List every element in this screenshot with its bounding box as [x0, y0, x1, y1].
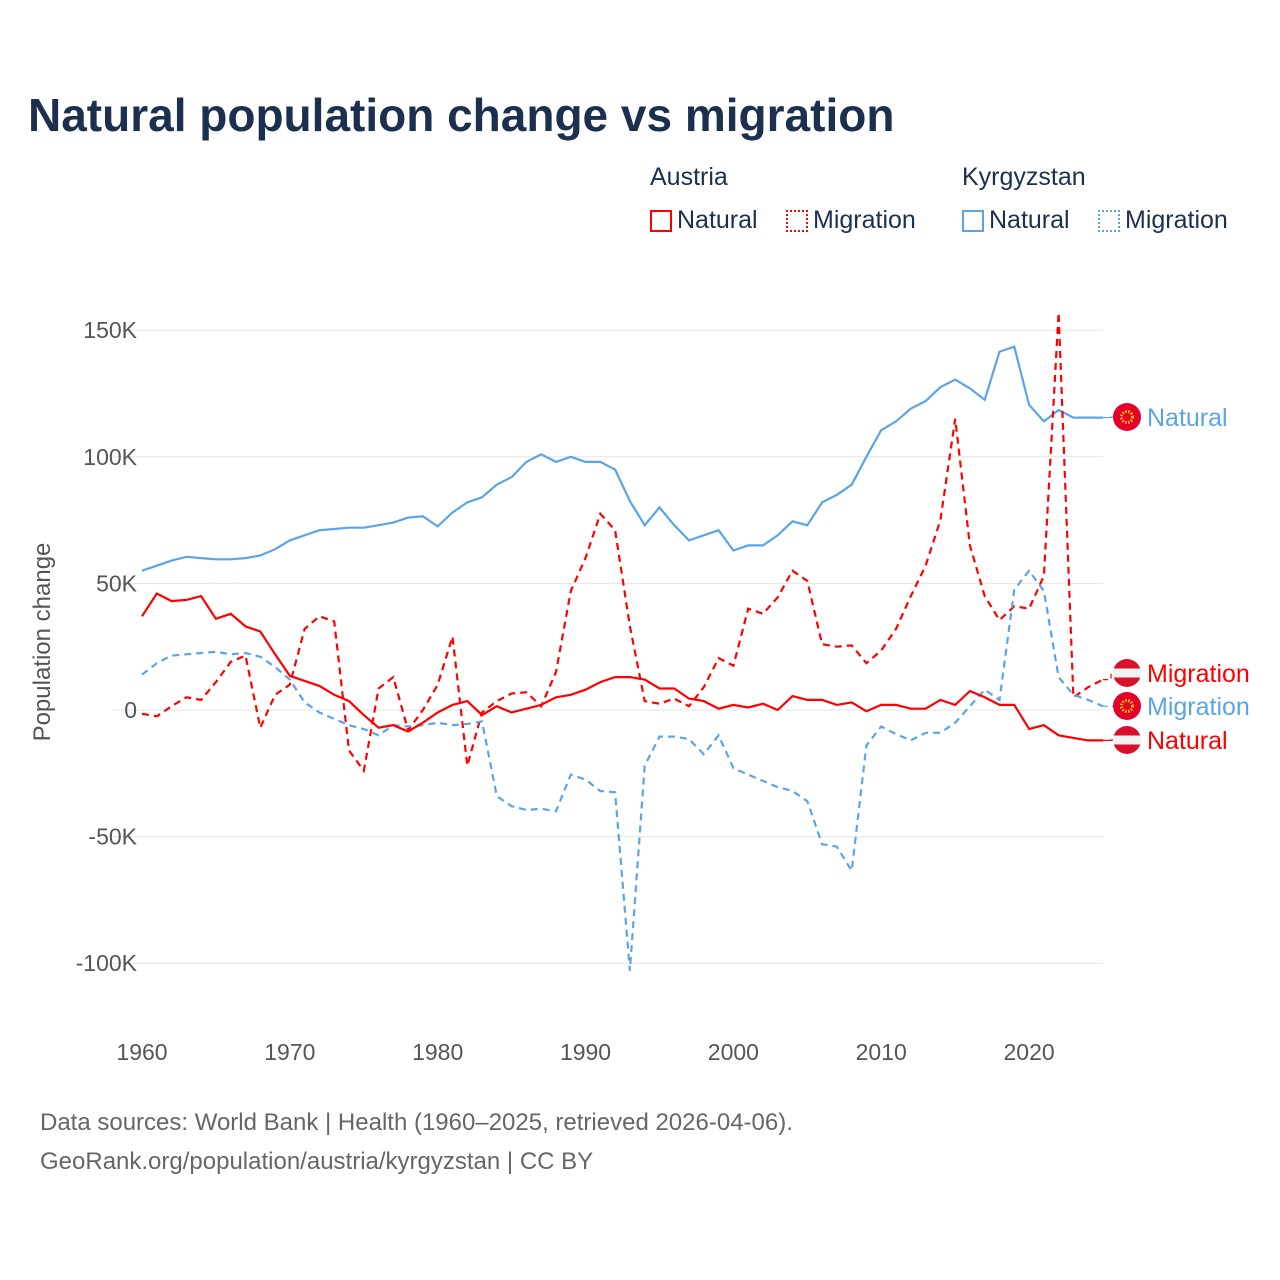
- label-connector: [1103, 672, 1114, 681]
- austria-flag-stripe: [1113, 735, 1141, 745]
- y-tick-label: 50K: [96, 570, 138, 596]
- series-end-label: Migration: [1147, 660, 1250, 688]
- y-tick-label: 150K: [83, 317, 137, 343]
- series-line-kyrgyzstan-migration: [141, 568, 1104, 971]
- y-tick-label: 0: [124, 697, 137, 723]
- kyrgyzstan-flag-icon: [1113, 692, 1141, 720]
- label-connector: [1103, 416, 1114, 419]
- plot-area: Population change 150K 100K 50K 0 -50K -100K 1…: [29, 312, 1250, 1065]
- kyrgyzstan-flag-icon: [1113, 403, 1141, 431]
- legend-label: Natural: [677, 206, 758, 234]
- x-tick-label: 1970: [264, 1039, 315, 1065]
- x-tick-label: 2020: [1003, 1039, 1054, 1065]
- footer-link[interactable]: GeoRank.org/population/austria/kyrgyzsta…: [40, 1148, 594, 1175]
- series-line-kyrgyzstan-natural: [141, 345, 1103, 572]
- y-tick-label: -50K: [88, 824, 137, 850]
- footer-source: Data sources: World Bank | Health (1960–…: [40, 1109, 793, 1136]
- y-tick-label: -100K: [76, 950, 138, 976]
- series-end-label: Migration: [1147, 693, 1250, 721]
- kyrgyzstan-flag-sun: [1120, 410, 1134, 424]
- y-tick-label: 100K: [83, 444, 137, 470]
- legend-kyrgyzstan-natural[interactable]: Natural: [962, 206, 1070, 235]
- series-line-austria-natural: [141, 592, 1103, 742]
- legend-kyrgyzstan-migration[interactable]: Migration: [1098, 206, 1228, 235]
- x-tick-label: 2000: [708, 1039, 759, 1065]
- legend-austria-natural[interactable]: Natural: [650, 206, 758, 235]
- legend-swatch-solid: [650, 209, 672, 232]
- x-tick-label: 2010: [856, 1039, 907, 1065]
- legend-swatch-solid: [962, 209, 984, 232]
- kyrgyzstan-flag-sun: [1120, 699, 1134, 713]
- x-tick-label: 1960: [116, 1039, 167, 1065]
- series-line-austria-migration: [141, 312, 1104, 774]
- legend-label: Natural: [989, 206, 1070, 234]
- legend-swatch-dotted: [786, 209, 808, 232]
- legend-austria-migration[interactable]: Migration: [786, 206, 916, 235]
- series-end-label: Natural: [1147, 727, 1228, 755]
- y-axis-label: Population change: [29, 543, 56, 742]
- series-end-label: Natural: [1147, 404, 1228, 432]
- legend-group-austria: Austria: [650, 163, 728, 191]
- legend-swatch-dotted: [1098, 209, 1120, 232]
- legend-label: Migration: [813, 206, 916, 234]
- chart-title: Natural population change vs migration: [28, 89, 895, 141]
- austria-flag-stripe: [1113, 668, 1141, 678]
- legend-group-kyrgyzstan: Kyrgyzstan: [962, 163, 1086, 191]
- x-tick-label: 1990: [560, 1039, 611, 1065]
- legend-label: Migration: [1125, 206, 1228, 234]
- x-tick-label: 1980: [412, 1039, 463, 1065]
